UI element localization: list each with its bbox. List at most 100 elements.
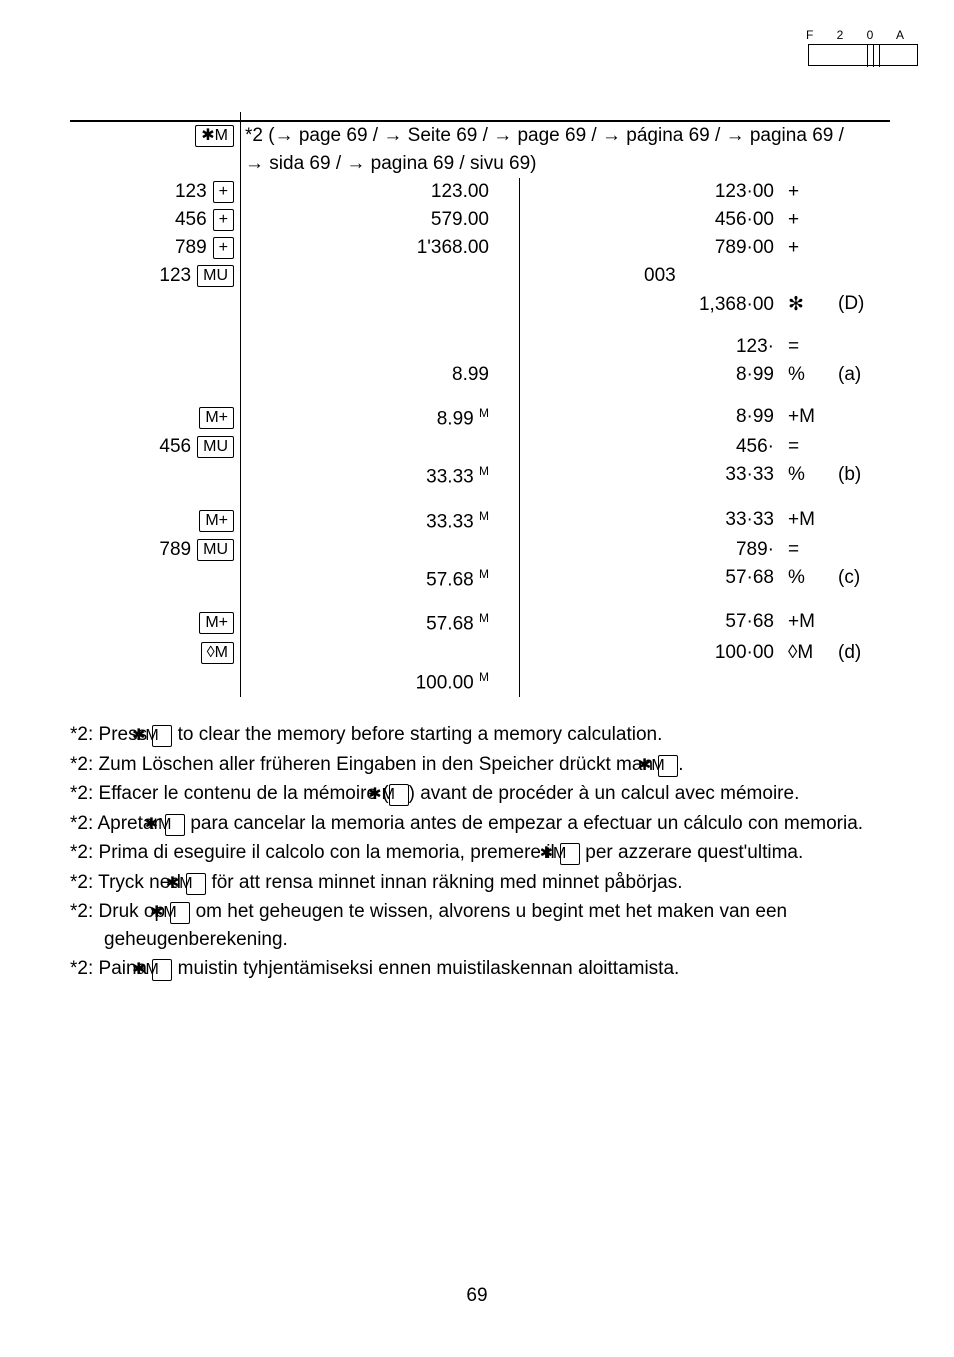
gap-cell — [820, 389, 880, 403]
footnote-text: *2: Effacer le contenu de la mémoire ( — [70, 783, 389, 804]
input-cell: M+ — [70, 608, 240, 638]
print-cell: 57·68% — [520, 564, 820, 594]
print-value: 123· — [534, 336, 774, 358]
input-key: M+ — [199, 510, 234, 532]
footnote-text: *2: Zum Löschen aller früheren Eingaben … — [70, 754, 658, 775]
gap-cell — [70, 594, 240, 608]
input-key: ◊M — [201, 642, 234, 664]
display-cell — [240, 639, 520, 667]
display-cell: 33.33 M — [240, 506, 520, 536]
memory-indicator: M — [479, 567, 489, 581]
star-m-key: ✱M — [186, 873, 206, 895]
gap-cell — [820, 492, 880, 506]
footnote-text: för att rensa minnet innan räkning med m… — [206, 872, 682, 893]
gap-cell — [240, 319, 520, 333]
print-cell: 33·33% — [520, 461, 820, 491]
footnote-line: *2: Paina ✱M muistin tyhjentämiseksi enn… — [70, 955, 890, 983]
annotation-cell — [820, 206, 880, 234]
main-content: ✱M *2 (→ page 69 / → Seite 69 / → page 6… — [70, 120, 890, 985]
print-symbol: + — [774, 209, 814, 231]
footnote-text: per azzerare quest'ultima. — [580, 842, 803, 863]
input-number: 123 — [159, 265, 191, 287]
annotation-cell: (d) — [820, 639, 880, 667]
annotation-cell — [820, 262, 880, 290]
print-value: 100·00 — [534, 642, 774, 664]
print-symbol: = — [774, 539, 814, 561]
footnote-line: *2: Tryck ned ✱M för att rensa minnet in… — [70, 869, 890, 897]
print-symbol: +M — [774, 611, 814, 633]
intro-key-cell: ✱M — [70, 122, 240, 150]
input-cell: M+ — [70, 506, 240, 536]
gap-cell — [240, 389, 520, 403]
display-value: 1'368.00 — [417, 237, 489, 258]
print-value: 1,368·00 — [534, 294, 774, 316]
gap-cell — [70, 319, 240, 333]
intro-line1: *2 (→ page 69 / → Seite 69 / → page 69 /… — [240, 122, 880, 150]
annotation-cell — [820, 333, 880, 361]
input-cell — [70, 564, 240, 594]
intro-line2: → sida 69 / → pagina 69 / sivu 69) — [240, 150, 880, 178]
print-value: 57·68 — [534, 567, 774, 589]
display-cell — [240, 290, 520, 319]
input-key: + — [213, 237, 234, 259]
print-value: 57·68 — [534, 611, 774, 633]
annotation-cell — [820, 536, 880, 564]
input-cell — [70, 461, 240, 491]
annotation-cell — [820, 667, 880, 697]
print-symbol: +M — [774, 406, 814, 428]
calculation-grid: ✱M *2 (→ page 69 / → Seite 69 / → page 6… — [70, 122, 890, 697]
header-register-box — [808, 44, 918, 66]
print-value: 789·00 — [534, 237, 774, 259]
print-cell: 789·= — [520, 536, 820, 564]
print-value: 123·00 — [534, 181, 774, 203]
print-cell: 123·00+ — [520, 178, 820, 206]
print-value: 456· — [534, 436, 774, 458]
star-m-key: ✱M — [152, 959, 172, 981]
print-symbol: % — [774, 567, 814, 589]
footnote-line: *2: Druk op ✱M om het geheugen te wissen… — [70, 898, 890, 953]
print-symbol: +M — [774, 509, 814, 531]
annotation-cell: (D) — [820, 290, 880, 319]
print-symbol: % — [774, 364, 814, 386]
display-cell: 33.33 M — [240, 461, 520, 491]
display-cell — [240, 333, 520, 361]
footnote-text: ) avant de procéder à un calcul avec mém… — [409, 783, 800, 804]
input-number: 456 — [159, 436, 191, 458]
input-cell: 789 + — [70, 234, 240, 262]
display-cell: 57.68 M — [240, 608, 520, 638]
input-cell: 456MU — [70, 433, 240, 461]
input-number: 456 — [175, 209, 207, 231]
print-value: 8·99 — [534, 406, 774, 428]
memory-indicator: M — [479, 509, 489, 523]
print-value: 789· — [534, 539, 774, 561]
gap-cell — [70, 492, 240, 506]
gap-cell — [520, 319, 820, 333]
annotation-cell — [820, 506, 880, 536]
input-number: 123 — [175, 181, 207, 203]
annotation-cell — [820, 433, 880, 461]
print-value: 003 — [534, 265, 774, 287]
print-symbol: + — [774, 237, 814, 259]
input-number: 789 — [159, 539, 191, 561]
gap-cell — [820, 594, 880, 608]
annotation-cell — [820, 403, 880, 433]
star-m-key: ✱M — [195, 125, 234, 147]
display-value: 57.68 — [426, 569, 479, 590]
input-cell — [70, 361, 240, 389]
memory-indicator: M — [479, 611, 489, 625]
gap-cell — [70, 389, 240, 403]
footnote-text: *2: Prima di eseguire il calcolo con la … — [70, 842, 560, 863]
display-cell: 57.68 M — [240, 564, 520, 594]
print-cell: 100·00◊M — [520, 639, 820, 667]
input-cell — [70, 667, 240, 697]
print-cell: 1,368·00✻ — [520, 290, 820, 319]
memory-indicator: M — [479, 406, 489, 420]
header-code: F 2 0 A — [806, 28, 914, 42]
footnote-line: *2: Zum Löschen aller früheren Eingaben … — [70, 751, 890, 779]
footnote-line: *2: Effacer le contenu de la mémoire (✱M… — [70, 780, 890, 808]
footnote-text: to clear the memory before starting a me… — [172, 724, 662, 745]
gap-cell — [520, 594, 820, 608]
input-number: 789 — [175, 237, 207, 259]
page-number: 69 — [0, 1285, 954, 1307]
display-cell — [240, 433, 520, 461]
